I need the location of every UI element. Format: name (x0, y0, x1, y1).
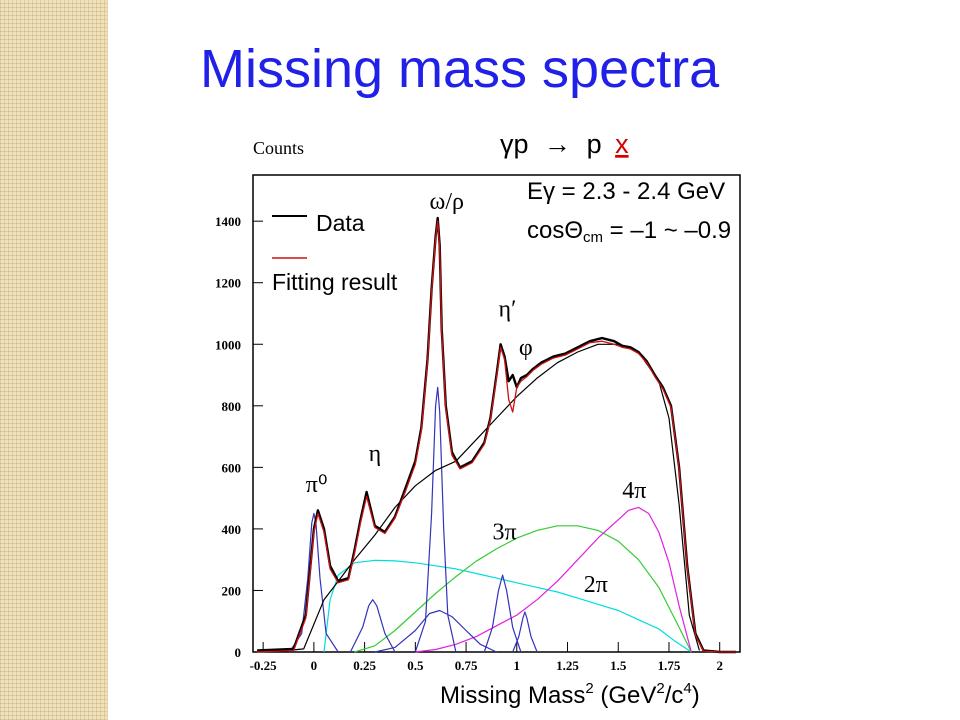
x-tick-label: 0.75 (455, 658, 478, 673)
angle-range: cosΘcm = –1 ~ –0.9 (527, 217, 731, 246)
peak-annotation: φ (519, 335, 533, 361)
peak-annotation: 4π (622, 478, 646, 504)
reaction-rhs: p (587, 129, 602, 159)
peak-annotation: 2π (584, 572, 608, 598)
peak-annotation: η′ (499, 297, 517, 323)
y-tick-label: 1400 (215, 214, 241, 229)
y-tick-label: 200 (222, 583, 242, 598)
x-tick-label: 1.5 (610, 658, 627, 673)
x-tick-label: 0 (311, 658, 318, 673)
y-tick-label: 0 (235, 645, 242, 660)
series-line-6 (374, 609, 497, 653)
series-line-7 (483, 574, 522, 653)
legend-fit-label: Fitting result (272, 269, 398, 295)
legend: Data Fitting result (272, 210, 398, 295)
y-axis-label: Counts (253, 138, 304, 158)
peak-annotations: π⁰ η ω/ρ η′φ 4π 3π 2π (306, 189, 647, 598)
y-tick-label: 1200 (215, 276, 241, 291)
x-tick-label: 2 (716, 658, 723, 673)
x-tick-label: 0.25 (353, 658, 376, 673)
series-line-3 (288, 512, 339, 653)
peak-annotation: η (369, 441, 382, 467)
decorative-side-stripe (0, 0, 108, 720)
x-tick-label: 1.25 (556, 658, 579, 673)
series-line-11 (415, 506, 692, 653)
y-tick-label: 400 (222, 522, 242, 537)
energy-range: Eγ = 2.3 - 2.4 GeV (527, 178, 725, 205)
axis-ticks: -0.25 0 0.25 0.5 0.75 1 1.25 1.5 1.75 2 0 200 400 600… (215, 214, 723, 673)
series-line-4 (349, 599, 396, 653)
x-tick-label: 1 (514, 658, 521, 673)
series-layer (257, 216, 736, 654)
reaction-lhs: γp (500, 129, 529, 159)
reaction-equation: γp → p x (500, 129, 629, 159)
series-line-10 (354, 525, 692, 653)
peak-annotation: ω/ρ (430, 189, 464, 215)
series-line-9 (323, 559, 692, 653)
y-tick-label: 1000 (215, 337, 241, 352)
reaction-x: x (615, 129, 629, 159)
y-tick-label: 600 (222, 460, 242, 475)
y-tick-label: 800 (222, 399, 242, 414)
slide-title: Missing mass spectra (200, 39, 720, 99)
series-line-5 (414, 386, 457, 653)
x-tick-label: 1.75 (658, 658, 681, 673)
x-axis-label: Missing Mass2 (GeV2/c4) (440, 680, 700, 709)
plot-frame (252, 174, 741, 653)
series-line-1 (257, 220, 736, 653)
x-tick-label: -0.25 (250, 658, 278, 673)
reaction-arrow: → (544, 129, 571, 159)
peak-annotation: 3π (492, 520, 516, 546)
x-tick-label: 0.5 (407, 658, 424, 673)
series-line-8 (512, 611, 538, 653)
peak-annotation: π⁰ (306, 472, 328, 498)
legend-data-label: Data (316, 210, 365, 236)
